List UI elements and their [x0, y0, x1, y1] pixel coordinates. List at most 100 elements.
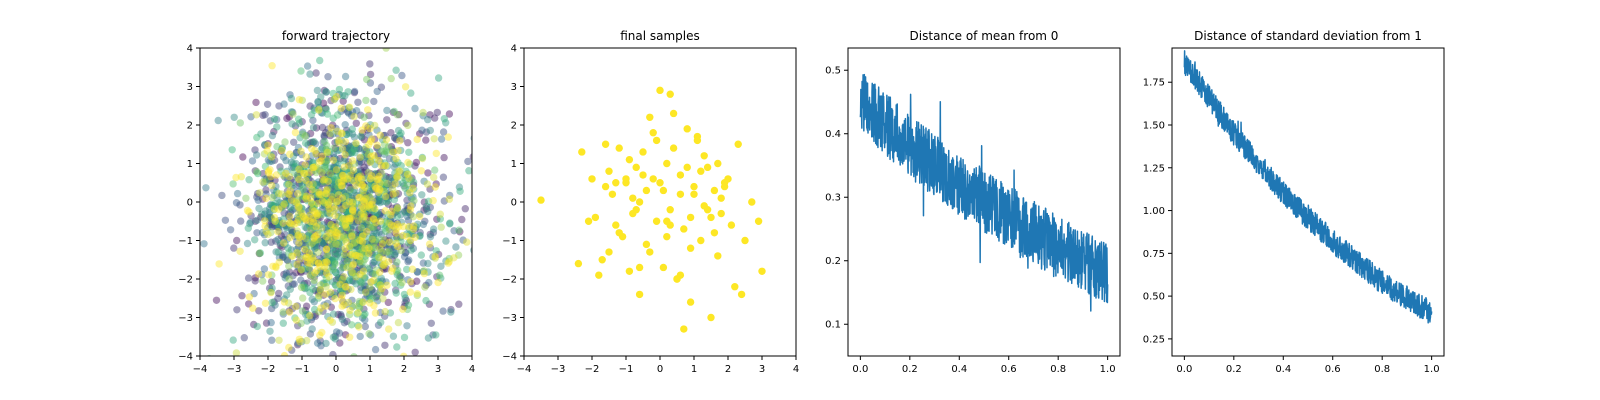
data-point: [299, 165, 307, 173]
data-point: [635, 263, 644, 272]
data-point: [341, 178, 349, 186]
data-point: [297, 266, 305, 274]
data-point: [315, 191, 323, 199]
data-point: [323, 279, 331, 287]
data-point: [317, 257, 326, 265]
data-point: [312, 180, 321, 189]
data-point: [296, 233, 304, 241]
data-point: [319, 220, 327, 229]
data-point: [356, 253, 365, 261]
data-point: [358, 266, 367, 275]
data-point: [358, 215, 366, 223]
data-point: [369, 238, 377, 246]
data-point: [340, 261, 348, 269]
data-point: [403, 170, 412, 178]
data-point: [268, 271, 276, 279]
data-point: [690, 182, 698, 191]
data-point: [287, 228, 295, 237]
data-point: [324, 203, 332, 212]
data-point: [275, 336, 283, 344]
data-point: [455, 300, 463, 308]
data-point: [341, 331, 350, 339]
data-point: [366, 157, 375, 166]
data-point: [301, 214, 309, 222]
data-point: [337, 129, 346, 137]
data-point: [382, 192, 390, 201]
data-point: [290, 220, 298, 228]
data-point: [384, 143, 393, 151]
data-point: [646, 113, 654, 122]
data-point: [257, 130, 265, 138]
data-point: [710, 229, 719, 237]
data-point: [347, 149, 355, 157]
data-point: [411, 348, 419, 356]
x-axis: −4 −3 −2 −1 0 1 2 3 4: [193, 356, 475, 375]
data-point: [352, 210, 360, 219]
data-point: [319, 176, 327, 184]
data-point: [360, 211, 368, 219]
data-point: [370, 204, 378, 213]
data-point: [410, 222, 418, 230]
data-point: [388, 145, 397, 154]
data-point: [341, 154, 349, 163]
data-point: [329, 226, 337, 234]
data-point: [348, 196, 356, 205]
data-point: [360, 305, 368, 313]
data-point: [259, 277, 267, 285]
data-point: [326, 184, 335, 193]
data-point: [344, 298, 353, 307]
data-point: [434, 250, 443, 259]
data-point: [347, 184, 355, 192]
data-point: [639, 171, 647, 179]
data-point: [475, 203, 482, 210]
data-point: [299, 212, 308, 221]
data-point: [335, 274, 343, 282]
data-point: [354, 235, 362, 244]
data-point: [350, 217, 358, 226]
data-point: [330, 233, 338, 242]
data-point: [322, 197, 331, 205]
data-point: [378, 240, 387, 248]
data-point: [393, 242, 402, 251]
data-point: [396, 137, 404, 145]
data-point: [260, 214, 269, 222]
data-point: [384, 162, 392, 170]
data-point: [429, 196, 437, 205]
data-point: [327, 190, 336, 198]
data-point: [340, 215, 348, 223]
data-point: [331, 181, 339, 189]
data-point: [371, 160, 379, 169]
data-point: [669, 144, 678, 152]
data-point: [413, 268, 422, 276]
data-point: [401, 299, 409, 307]
data-point: [319, 138, 327, 146]
data-point: [352, 218, 361, 227]
data-point: [403, 322, 411, 330]
data-point: [361, 195, 369, 203]
data-point: [340, 234, 348, 242]
data-point: [327, 229, 335, 237]
data-point: [382, 136, 391, 144]
data-point: [320, 162, 329, 170]
data-point: [322, 257, 330, 265]
data-point: [381, 341, 389, 349]
data-point: [353, 248, 362, 256]
data-point: [741, 236, 749, 245]
data-point: [322, 105, 330, 113]
data-point: [367, 278, 375, 286]
data-point: [371, 210, 379, 218]
data-point: [629, 194, 637, 202]
data-point: [317, 190, 325, 199]
data-point: [339, 201, 348, 209]
data-point: [302, 153, 310, 161]
data-point: [360, 202, 368, 211]
data-point: [337, 214, 346, 222]
data-point: [396, 272, 404, 280]
data-point: [355, 235, 363, 244]
data-point: [326, 164, 334, 172]
data-point: [422, 205, 431, 213]
data-point: [303, 180, 312, 188]
data-point: [357, 210, 365, 218]
data-point: [408, 222, 416, 231]
data-point: [273, 222, 281, 231]
